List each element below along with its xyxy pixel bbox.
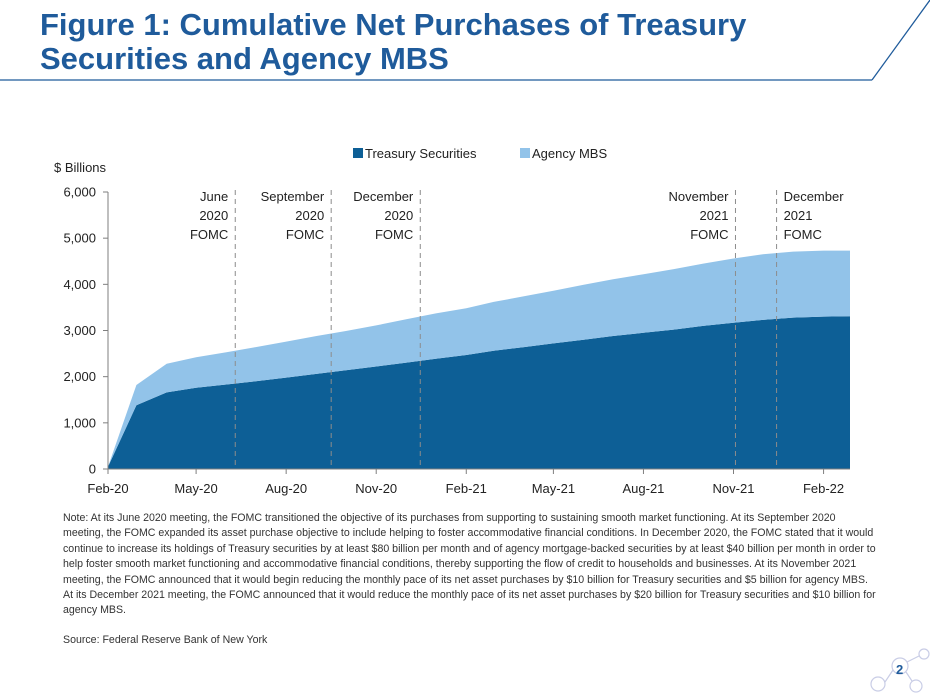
fomc-annotation-label: FOMC bbox=[375, 227, 413, 242]
y-tick-label: 2,000 bbox=[63, 369, 96, 384]
y-tick-label: 6,000 bbox=[63, 185, 96, 200]
legend-label-treasury: Treasury Securities bbox=[365, 146, 477, 161]
x-tick-label: Feb-21 bbox=[446, 481, 487, 496]
fomc-annotation-label: November bbox=[669, 189, 730, 204]
area-series-treasury bbox=[108, 316, 850, 469]
fomc-annotation-label: 2020 bbox=[384, 208, 413, 223]
y-tick-label: 1,000 bbox=[63, 415, 96, 430]
corner-logo-icon bbox=[870, 648, 930, 693]
y-tick-label: 5,000 bbox=[63, 231, 96, 246]
fomc-annotation-label: 2021 bbox=[700, 208, 729, 223]
y-axis-label: $ Billions bbox=[54, 160, 107, 175]
header-rule bbox=[0, 0, 930, 81]
fomc-annotation-label: December bbox=[353, 189, 414, 204]
chart: Treasury Securities Agency MBS $ Billion… bbox=[54, 146, 850, 496]
fomc-annotation-label: December bbox=[784, 189, 845, 204]
x-tick-label: May-20 bbox=[174, 481, 217, 496]
fomc-annotation-label: 2020 bbox=[199, 208, 228, 223]
legend-label-mbs: Agency MBS bbox=[532, 146, 607, 161]
plot-area: 0 1,000 2,000 3,000 4,000 5,000 6,000 Feb-20 May… bbox=[63, 185, 850, 496]
fomc-annotation-label: 2020 bbox=[295, 208, 324, 223]
fomc-annotation-label: FOMC bbox=[690, 227, 728, 242]
y-tick-label: 4,000 bbox=[63, 277, 96, 292]
fomc-annotation-label: FOMC bbox=[190, 227, 228, 242]
x-tick-label: Feb-20 bbox=[87, 481, 128, 496]
x-tick-label: Nov-20 bbox=[355, 481, 397, 496]
fomc-annotation-label: FOMC bbox=[784, 227, 822, 242]
area-series-mbs bbox=[108, 250, 850, 467]
chart-note: Note: At its June 2020 meeting, the FOMC… bbox=[63, 512, 876, 617]
legend-swatch-mbs bbox=[520, 148, 530, 158]
page-title: Figure 1: Cumulative Net Purchases of Tr… bbox=[40, 7, 747, 76]
x-tick-label: Feb-22 bbox=[803, 481, 844, 496]
x-tick-label: Aug-21 bbox=[622, 481, 664, 496]
y-tick-label: 0 bbox=[89, 462, 96, 477]
x-tick-label: Aug-20 bbox=[265, 481, 307, 496]
fomc-annotation-label: June bbox=[200, 189, 228, 204]
x-tick-label: May-21 bbox=[532, 481, 575, 496]
fomc-annotation-label: 2021 bbox=[784, 208, 813, 223]
page-number: 2 bbox=[896, 662, 904, 677]
x-tick-label: Nov-21 bbox=[713, 481, 755, 496]
legend-swatch-treasury bbox=[353, 148, 363, 158]
fomc-annotation-label: September bbox=[261, 189, 325, 204]
fomc-annotation-label: FOMC bbox=[286, 227, 324, 242]
y-tick-label: 3,000 bbox=[63, 323, 96, 338]
chart-legend: Treasury Securities Agency MBS bbox=[353, 146, 607, 161]
chart-source: Source: Federal Reserve Bank of New York bbox=[63, 634, 268, 646]
